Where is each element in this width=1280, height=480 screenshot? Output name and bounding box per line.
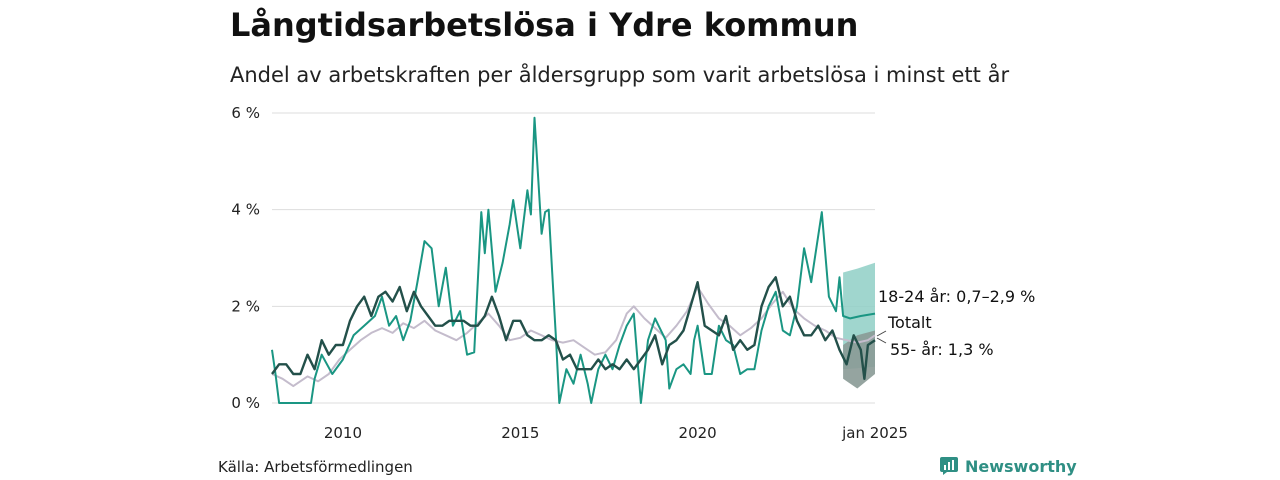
y-tick-label: 2 %: [231, 297, 260, 315]
y-tick-label: 6 %: [231, 104, 260, 122]
y-tick-label: 4 %: [231, 201, 260, 219]
band-layer: [843, 262, 875, 389]
brand-logo[interactable]: Newsworthy: [939, 456, 1077, 476]
total-series-line: [271, 286, 876, 388]
page-title: Långtidsarbetslösa i Ydre kommun: [230, 6, 859, 44]
total-label-leader: [876, 330, 887, 337]
senior-series-line: [271, 276, 876, 380]
senior-label-leader: [876, 337, 887, 344]
total-end-label: Totalt: [887, 313, 932, 332]
label-layer: 18-24 år: 0,7–2,9 % Totalt 55- år: 1,3 %: [876, 287, 1035, 359]
x-tick-label: 2020: [679, 424, 717, 442]
x-tick-label: jan 2025: [841, 424, 908, 442]
page-subtitle: Andel av arbetskraften per åldersgrupp s…: [230, 63, 1010, 87]
senior-end-label: 55- år: 1,3 %: [890, 340, 994, 359]
x-tick-label: 2010: [324, 424, 362, 442]
grid-layer: 0 % 2 % 4 % 6 % 2010 2015 2020 jan 2025: [231, 104, 907, 442]
source-note: Källa: Arbetsförmedlingen: [218, 458, 413, 476]
youth-end-label: 18-24 år: 0,7–2,9 %: [878, 287, 1035, 306]
y-tick-label: 0 %: [231, 394, 260, 412]
newsworthy-icon: [940, 457, 958, 475]
brand-name: Newsworthy: [965, 456, 1077, 476]
x-tick-label: 2015: [501, 424, 539, 442]
line-layer: [271, 116, 876, 404]
